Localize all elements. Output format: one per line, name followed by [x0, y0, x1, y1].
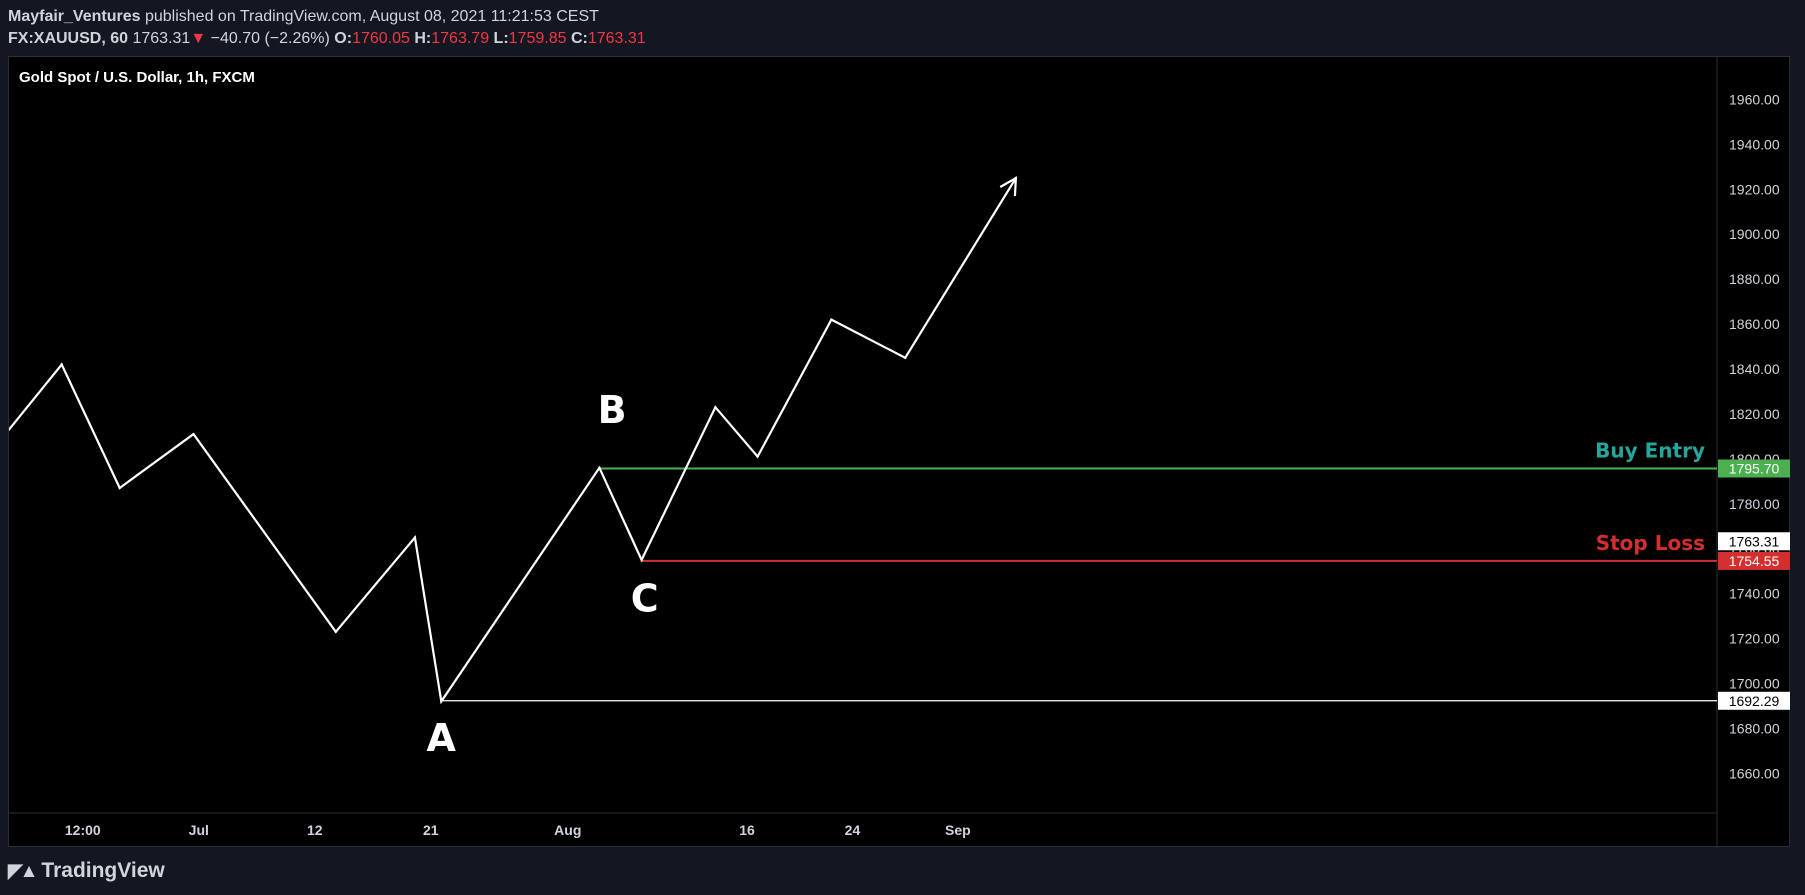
price-path-point: [334, 630, 338, 633]
y-tick-label: 1680.00: [1729, 720, 1780, 736]
last-price: 1763.31: [132, 30, 191, 47]
publish-header: Mayfair_Ventures published on TradingVie…: [8, 6, 646, 50]
price-path-point: [903, 356, 907, 359]
publish-line: Mayfair_Ventures published on TradingVie…: [8, 6, 646, 28]
price-path-point: [413, 536, 417, 539]
y-tick-label: 1920.00: [1729, 181, 1780, 197]
last-price-value: 1763.31: [1729, 533, 1780, 549]
close-label: C:: [570, 30, 588, 47]
tradingview-logo[interactable]: ◤▲ TradingView: [8, 858, 165, 884]
symbol-label: FX:XAUUSD, 60: [8, 30, 129, 47]
wave-label-a: A: [427, 716, 457, 760]
high-label: H:: [414, 30, 432, 47]
x-tick-label: Jul: [189, 822, 209, 838]
last-price-box: [1718, 532, 1790, 551]
price-path-point: [598, 466, 601, 470]
y-tick-label: 1900.00: [1729, 226, 1780, 242]
stop-price-box: [1718, 551, 1790, 570]
chart-panel[interactable]: Gold Spot / U.S. Dollar, 1h, FXCM 1660.00…: [8, 56, 1791, 848]
buy-price-box: [1718, 459, 1790, 478]
y-tick-label: 1960.00: [1729, 91, 1780, 107]
published-text: published on TradingView.com, August 08,…: [144, 8, 599, 25]
x-tick-label: Sep: [945, 822, 971, 838]
publisher-name[interactable]: Mayfair_Ventures: [8, 8, 141, 25]
high-value: 1763.79: [431, 30, 490, 47]
y-tick-label: 1840.00: [1729, 361, 1780, 377]
y-tick-label: 1940.00: [1729, 136, 1780, 152]
buy-line-label: Buy Entry: [1595, 439, 1705, 463]
low-price-box: [1718, 691, 1790, 710]
stop-price-value: 1754.55: [1729, 553, 1780, 569]
price-path-line: [9, 177, 1017, 705]
price-path-point: [9, 428, 11, 431]
change-down-icon: ▼: [190, 30, 207, 47]
price-path-point: [118, 486, 121, 490]
x-tick-label: Aug: [554, 822, 581, 838]
tradingview-logo-icon: ◤▲: [8, 860, 38, 882]
y-tick-label: 1660.00: [1729, 765, 1780, 781]
stop-line-label: Stop Loss: [1596, 531, 1705, 555]
price-chart[interactable]: Gold Spot / U.S. Dollar, 1h, FXCM 1660.00…: [9, 57, 1791, 848]
open-label: O:: [334, 30, 353, 47]
y-tick-label: 1880.00: [1729, 271, 1780, 287]
open-value: 1760.05: [352, 30, 410, 47]
y-tick-label: 1720.00: [1729, 631, 1780, 647]
price-path-point: [756, 455, 759, 458]
low-price-value: 1692.29: [1729, 693, 1780, 709]
price-path-point: [830, 318, 833, 321]
chart-title: Gold Spot / U.S. Dollar, 1h, FXCM: [19, 69, 255, 86]
y-tick-label: 1860.00: [1729, 316, 1780, 332]
change-value: −40.70 (−2.26%): [210, 30, 330, 47]
arrow-head-icon: [999, 176, 1018, 197]
price-path-point: [440, 700, 443, 703]
price-path-point: [192, 432, 195, 436]
y-tick-label: 1820.00: [1729, 406, 1780, 422]
price-path-point: [640, 558, 643, 562]
ohlc-line: FX:XAUUSD, 60 1763.31▼ −40.70 (−2.26%) O…: [8, 28, 646, 50]
x-tick-label: 21: [423, 822, 439, 838]
close-value: 1763.31: [587, 30, 646, 47]
y-tick-label: 1740.00: [1729, 586, 1780, 602]
low-label: L:: [493, 30, 509, 47]
x-tick-label: 12:00: [65, 822, 101, 838]
price-path-point: [714, 405, 717, 409]
tradingview-logo-text: TradingView: [41, 859, 165, 882]
x-tick-label: 24: [845, 822, 861, 838]
price-path-point: [60, 363, 63, 366]
y-tick-label: 1780.00: [1729, 496, 1780, 512]
low-value: 1759.85: [508, 30, 567, 47]
y-tick-label: 1700.00: [1729, 675, 1780, 691]
x-tick-label: 12: [307, 822, 323, 838]
x-tick-label: 16: [739, 822, 755, 838]
wave-label-c: C: [631, 577, 659, 621]
buy-price-value: 1795.70: [1729, 461, 1780, 477]
wave-label-b: B: [598, 388, 627, 432]
